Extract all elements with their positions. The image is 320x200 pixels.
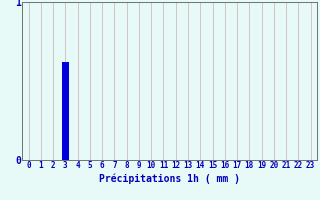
Bar <box>62 62 69 160</box>
X-axis label: Précipitations 1h ( mm ): Précipitations 1h ( mm ) <box>99 173 240 184</box>
